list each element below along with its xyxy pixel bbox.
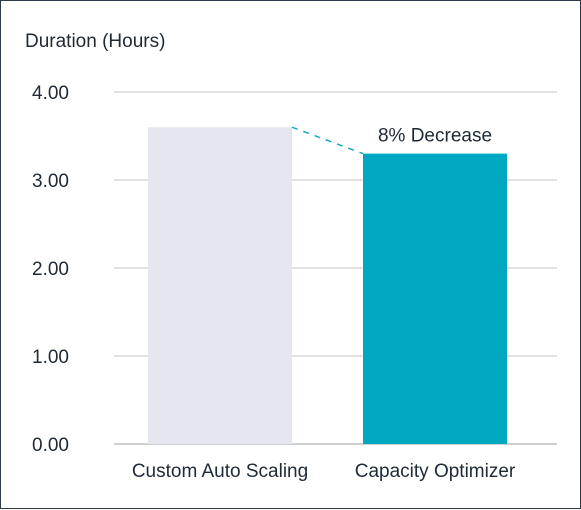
- bars: [148, 127, 507, 444]
- category-label: Custom Auto Scaling: [132, 461, 308, 482]
- bar: [148, 127, 292, 444]
- y-tick-label: 1.00: [32, 347, 69, 368]
- category-label: Capacity Optimizer: [355, 461, 516, 482]
- y-axis-label: Duration (Hours): [25, 31, 165, 52]
- decrease-annotation: 8% Decrease: [378, 126, 492, 147]
- y-tick-label: 3.00: [32, 171, 69, 192]
- y-tick-label: 0.00: [32, 435, 69, 456]
- category-labels: Custom Auto Scaling Capacity Optimizer: [132, 461, 516, 482]
- y-tick-label: 4.00: [32, 83, 69, 104]
- y-tick-labels: 0.00 1.00 2.00 3.00 4.00: [32, 83, 69, 456]
- decrease-connector-line: [291, 126, 364, 155]
- y-tick-label: 2.00: [32, 259, 69, 280]
- bar: [363, 153, 507, 444]
